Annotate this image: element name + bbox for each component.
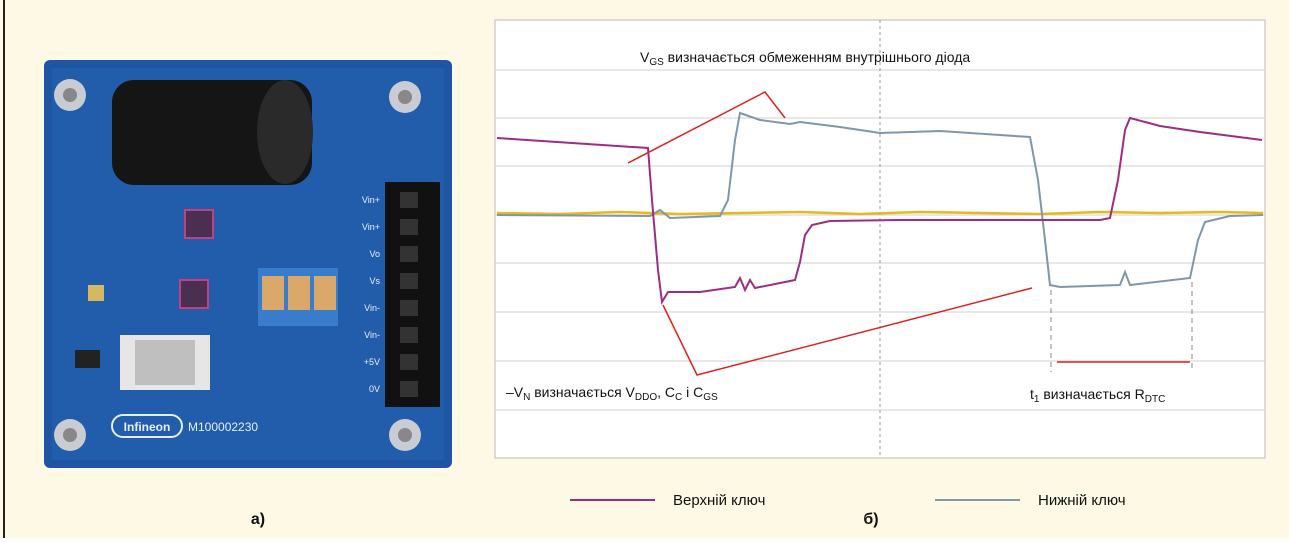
pin-label: +5V <box>364 357 380 367</box>
pin-terminal <box>400 327 418 343</box>
pin-terminal <box>400 273 418 289</box>
annotation: t1 визначається RDTC <box>1030 386 1165 405</box>
pin-label: Vo <box>369 249 380 259</box>
pin-label: Vin- <box>364 303 380 313</box>
pin-terminal <box>400 246 418 262</box>
pin-terminal <box>400 300 418 316</box>
legend-label: Нижній ключ <box>1038 492 1126 509</box>
subscript: DDO <box>635 392 657 403</box>
pin-label: Vin+ <box>362 222 380 232</box>
subscript: C <box>675 392 682 403</box>
subscript: N <box>523 392 530 403</box>
pin-label: 0V <box>369 384 380 394</box>
legend-label: Верхній ключ <box>673 492 765 509</box>
pin-terminal <box>400 381 418 397</box>
panel-label: б) <box>863 511 878 528</box>
annotation-text: визначається V <box>530 384 635 400</box>
annotation-lines <box>627 91 1190 376</box>
annotation-text: визначається обмеженням внутрішнього діо… <box>664 49 971 65</box>
waveform-plot: VGS визначається обмеженням внутрішнього… <box>494 19 1266 459</box>
annotation: VGS визначається обмеженням внутрішнього… <box>640 49 970 68</box>
annotation-text: t <box>1030 386 1034 402</box>
annotation-text: –V <box>506 384 524 400</box>
trace-yellow <box>496 210 1264 216</box>
board-logo: Infineon <box>124 420 171 434</box>
annotation-text: , C <box>657 384 675 400</box>
annotation-text: визначається R <box>1039 386 1144 402</box>
pin-label: Vin- <box>364 330 380 340</box>
pin-terminal <box>400 354 418 370</box>
subscript: GS <box>703 392 718 403</box>
annotation-text: V <box>640 49 650 65</box>
annotation-text: і C <box>682 384 703 400</box>
trace-low-side <box>496 111 1264 289</box>
panel-label: а) <box>251 511 265 528</box>
trace-high-side <box>496 116 1263 305</box>
board-part-number: M100002230 <box>188 420 258 434</box>
annotation: –VN визначається VDDO, CC і CGS <box>506 384 718 403</box>
pin-label: Vs <box>369 276 380 286</box>
legend: Верхній ключ Нижній ключ <box>570 492 1126 509</box>
pin-terminal <box>400 219 418 235</box>
subscript: DTC <box>1145 394 1166 405</box>
subscript: 1 <box>1034 394 1040 405</box>
time-markers <box>1050 282 1193 372</box>
pin-label: Vin+ <box>362 195 380 205</box>
board-photo: Infineon M100002230 Vin+ Vin+ Vo Vs Vin- Vin-… <box>44 60 452 468</box>
subscript: GS <box>649 57 664 68</box>
pin-terminal <box>400 192 418 208</box>
